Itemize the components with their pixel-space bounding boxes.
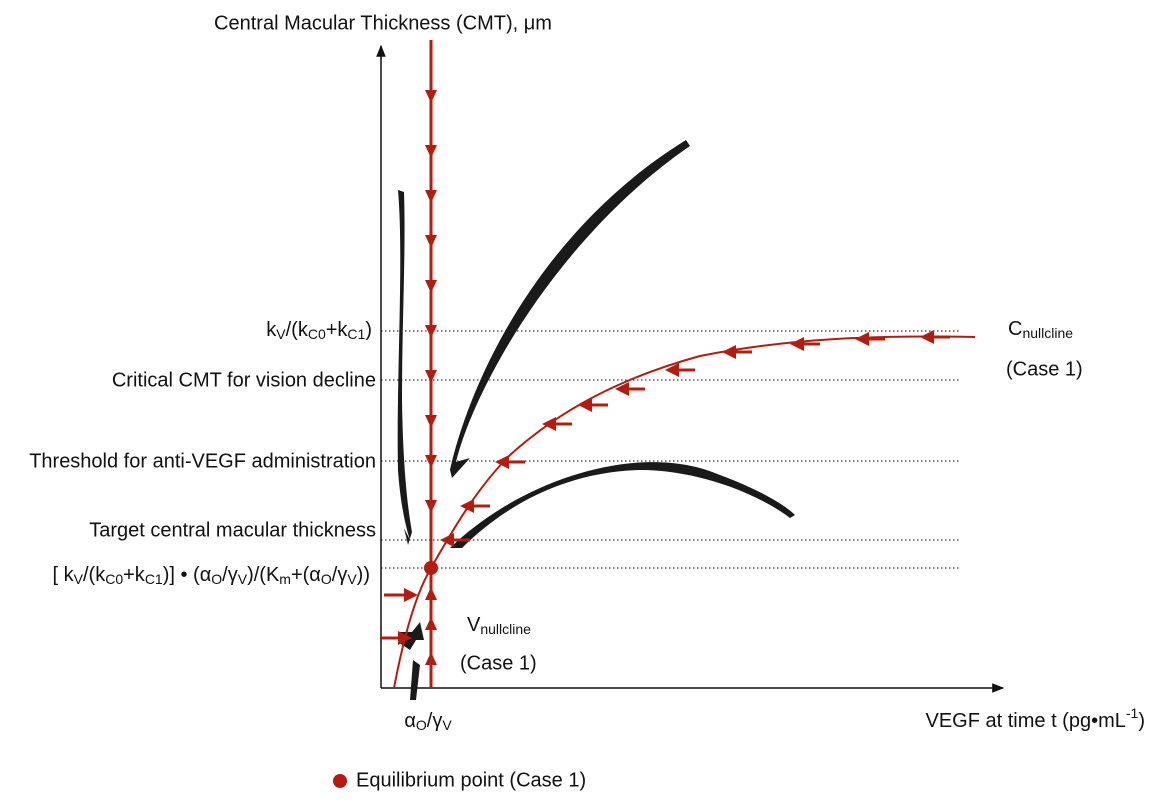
level-label: Critical CMT for vision decline: [112, 369, 376, 391]
c-nullcline-label: Cnullcline: [1008, 318, 1073, 340]
level-label: Threshold for anti-VEGF administration: [29, 450, 376, 472]
text-part: C0: [105, 571, 123, 587]
text-part: O: [211, 571, 222, 587]
text-part: +k: [326, 319, 349, 341]
text-part: +(α: [291, 564, 321, 586]
legend-marker: [333, 774, 347, 788]
v-nullcline-label: Vnullcline: [467, 614, 531, 636]
x-marker-label: αO/γV: [404, 710, 452, 732]
level-label: kV/(kC0+kC1): [266, 319, 372, 341]
text-part: nullcline: [1022, 325, 1073, 341]
text-part: O: [321, 571, 332, 587]
text-part: α: [404, 710, 416, 732]
text-part: ): [1138, 710, 1145, 732]
text-part: [ k: [53, 564, 75, 586]
v-nullcline-case: (Case 1): [460, 652, 537, 674]
text-part: O: [416, 717, 427, 733]
text-part: V: [442, 717, 452, 733]
y-axis-title: Central Macular Thickness (CMT), μm: [214, 12, 552, 34]
text-part: )/(K: [247, 564, 280, 586]
text-part: ): [365, 319, 372, 341]
text-part: m: [279, 571, 291, 587]
v-nullcline: [425, 40, 437, 688]
x-axis-title: VEGF at time t (pg•mL-1): [925, 705, 1145, 733]
level-lines: [381, 330, 960, 569]
text-part: nullcline: [480, 621, 531, 637]
text-part: V: [347, 571, 357, 587]
level-label: Target central macular thickness: [89, 519, 376, 541]
level-label: [ kV/(kC0+kC1)] • (αO/γV)/(Km+(αO/γV)): [53, 564, 370, 586]
c-nullcline-case: (Case 1): [1006, 358, 1083, 380]
text-part: C: [1008, 318, 1022, 340]
text-part: V: [467, 614, 481, 636]
text-part: -1: [1126, 705, 1139, 721]
text-part: V: [276, 326, 286, 342]
text-part: /γ: [332, 564, 348, 586]
c-nullcline: [380, 330, 976, 689]
text-part: C0: [308, 326, 326, 342]
trajectories: [397, 140, 795, 700]
text-part: VEGF at time t (pg•mL: [925, 710, 1125, 732]
text-part: /γ: [427, 710, 443, 732]
equilibrium-point: [424, 561, 438, 575]
legend-label: Equilibrium point (Case 1): [356, 769, 586, 791]
text-part: /(k: [286, 319, 309, 341]
text-part: C1: [347, 326, 365, 342]
text-part: /(k: [83, 564, 106, 586]
text-part: /γ: [222, 564, 238, 586]
text-part: V: [74, 571, 84, 587]
text-part: +k: [123, 564, 146, 586]
text-part: C1: [145, 571, 163, 587]
text-part: V: [238, 571, 248, 587]
text-part: )] • (α: [163, 564, 212, 586]
text-part: )): [357, 564, 370, 586]
text-part: k: [266, 319, 277, 341]
